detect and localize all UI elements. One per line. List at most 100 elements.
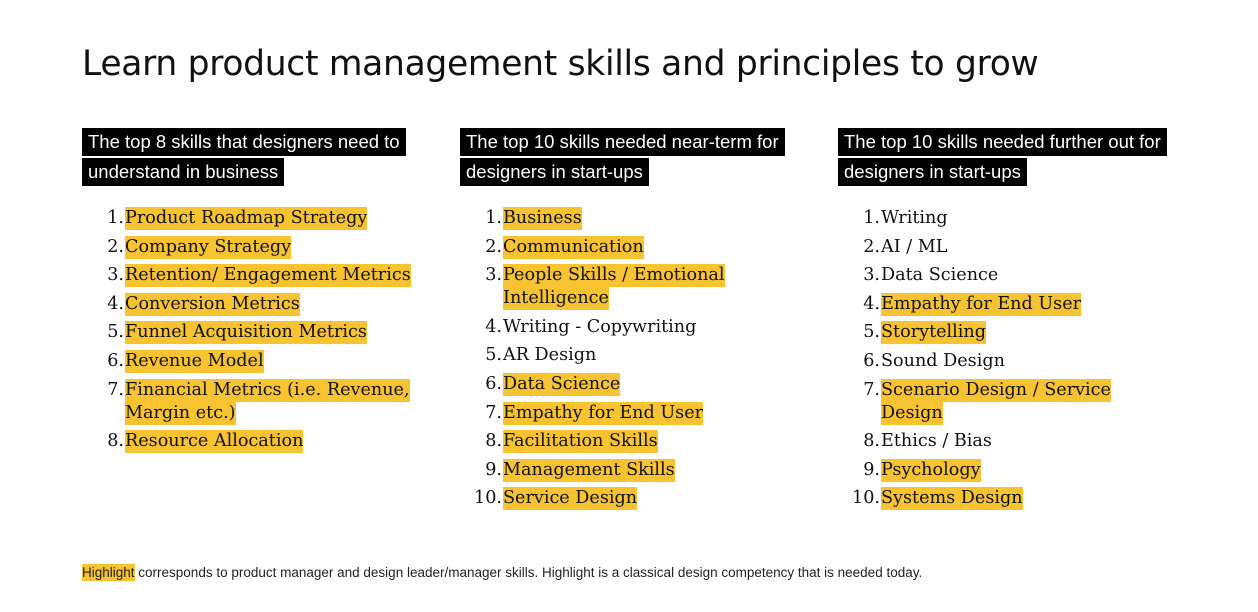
list-item-number: 2. <box>863 236 880 257</box>
skill: Writing - Copywriting <box>503 316 697 337</box>
list-item: 10. Service Design <box>460 487 780 511</box>
highlighted-skill: Empathy for End User <box>503 401 704 425</box>
list-item-number: 8. <box>863 431 880 452</box>
highlighted-skill: Conversion Metrics <box>125 292 300 316</box>
list-item-number: 10. <box>852 488 880 509</box>
highlighted-skill: Management Skills <box>503 458 675 482</box>
list-item-label: Facilitation Skills <box>502 430 780 454</box>
list-item-label: Conversion Metrics <box>124 292 432 316</box>
highlighted-skill: Communication <box>503 235 644 259</box>
skills-column-further-out: The top 10 skills needed further out for… <box>838 127 1218 511</box>
list-item-number: 1. <box>863 208 880 228</box>
footnote-text: corresponds to product manager and desig… <box>134 565 923 580</box>
skills-list: 1. Product Roadmap Strategy 2. Company Stra… <box>82 207 432 459</box>
list-item-label: Writing <box>880 207 1138 230</box>
highlighted-skill: People Skills / Emotional Intelligence <box>503 264 725 311</box>
list-item: 1. Business <box>460 207 780 230</box>
list-item: 8. Resource Allocation <box>82 430 432 454</box>
list-item-label: Data Science <box>880 264 1138 287</box>
list-item-label: Funnel Acquisition Metrics <box>124 321 432 345</box>
list-item-number: 2. <box>485 236 502 257</box>
highlighted-skill: Company Strategy <box>125 235 292 259</box>
highlighted-skill: Systems Design <box>881 487 1023 511</box>
list-item-label: Writing - Copywriting <box>502 316 780 339</box>
list-item-number: 4. <box>107 293 124 314</box>
skill: Writing <box>881 208 948 228</box>
list-item-label: AR Design <box>502 344 780 367</box>
list-item-label: Scenario Design / Service Design <box>880 378 1138 425</box>
list-item-number: 10. <box>474 488 502 509</box>
highlighted-skill: Resource Allocation <box>125 430 304 454</box>
list-item: 5. AR Design <box>460 344 780 367</box>
list-item: 2. Communication <box>460 235 780 259</box>
list-item-number: 9. <box>485 459 502 480</box>
column-heading-text: The top 8 skills that designers need to … <box>82 128 406 186</box>
skills-column-business: The top 8 skills that designers need to … <box>82 127 442 454</box>
list-item-number: 8. <box>107 431 124 452</box>
page-title: Learn product management skills and prin… <box>82 44 1039 84</box>
list-item-label: Management Skills <box>502 458 780 482</box>
highlighted-skill: Revenue Model <box>125 349 264 373</box>
list-item-number: 4. <box>485 316 502 337</box>
list-item-number: 6. <box>863 350 880 371</box>
column-heading: The top 10 skills needed near-term for d… <box>460 127 830 187</box>
highlighted-skill: Data Science <box>503 372 621 396</box>
list-item-number: 5. <box>107 322 124 343</box>
skill: AI / ML <box>881 236 948 257</box>
list-item: 8. Facilitation Skills <box>460 430 780 454</box>
list-item-number: 3. <box>485 265 502 286</box>
list-item: 3. People Skills / Emotional Intelligence <box>460 264 780 311</box>
list-item: 5. Storytelling <box>838 321 1138 345</box>
list-item-label: People Skills / Emotional Intelligence <box>502 264 780 311</box>
highlighted-skill: Scenario Design / Service Design <box>881 378 1111 425</box>
list-item-number: 1. <box>485 208 502 228</box>
highlighted-skill: Retention/ Engagement Metrics <box>125 264 411 288</box>
list-item: 3. Retention/ Engagement Metrics <box>82 264 432 288</box>
highlighted-skill: Business <box>503 207 582 230</box>
list-item: 7. Scenario Design / Service Design <box>838 378 1138 425</box>
skills-list: 1. Writing 2. AI / ML 3. Data Science 4. Empath… <box>838 207 1138 516</box>
list-item-number: 3. <box>863 265 880 286</box>
list-item-label: Sound Design <box>880 350 1138 373</box>
list-item-number: 7. <box>863 379 880 400</box>
list-item-number: 7. <box>107 379 124 400</box>
list-item: 9. Management Skills <box>460 458 780 482</box>
list-item-label: Psychology <box>880 458 1138 482</box>
list-item-number: 3. <box>107 265 124 286</box>
list-item: 2. AI / ML <box>838 236 1138 259</box>
list-item: 4. Conversion Metrics <box>82 292 432 316</box>
highlighted-skill: Psychology <box>881 458 981 482</box>
list-item-label: Financial Metrics (i.e. Revenue, Margin … <box>124 378 432 425</box>
list-item-label: Empathy for End User <box>880 292 1138 316</box>
list-item: 6. Revenue Model <box>82 349 432 373</box>
list-item: 9. Psychology <box>838 458 1138 482</box>
highlighted-skill: Financial Metrics (i.e. Revenue, Margin … <box>125 378 410 425</box>
list-item-label: Retention/ Engagement Metrics <box>124 264 432 288</box>
list-item-number: 8. <box>485 431 502 452</box>
list-item-number: 4. <box>863 293 880 314</box>
list-item-label: Communication <box>502 235 780 259</box>
list-item: 7. Financial Metrics (i.e. Revenue, Margi… <box>82 378 432 425</box>
list-item-number: 6. <box>107 350 124 371</box>
skill: Data Science <box>881 265 999 286</box>
list-item-label: Business <box>502 207 780 230</box>
list-item-label: Ethics / Bias <box>880 430 1138 453</box>
skill: Ethics / Bias <box>881 431 992 452</box>
list-item: 6. Sound Design <box>838 350 1138 373</box>
list-item: 2. Company Strategy <box>82 235 432 259</box>
list-item-number: 7. <box>485 402 502 423</box>
list-item-number: 2. <box>107 236 124 257</box>
list-item-number: 5. <box>485 345 502 366</box>
highlighted-skill: Empathy for End User <box>881 292 1082 316</box>
list-item-label: AI / ML <box>880 236 1138 259</box>
list-item: 4. Writing - Copywriting <box>460 316 780 339</box>
list-item-label: Storytelling <box>880 321 1138 345</box>
skill: AR Design <box>503 345 597 366</box>
list-item-label: Product Roadmap Strategy <box>124 207 432 230</box>
list-item: 8. Ethics / Bias <box>838 430 1138 453</box>
footnote: Highlight corresponds to product manager… <box>82 564 923 581</box>
highlighted-skill: Product Roadmap Strategy <box>125 207 368 230</box>
highlighted-skill: Storytelling <box>881 321 987 345</box>
column-heading: The top 8 skills that designers need to … <box>82 127 442 187</box>
footnote-highlight-word: Highlight <box>82 564 135 581</box>
